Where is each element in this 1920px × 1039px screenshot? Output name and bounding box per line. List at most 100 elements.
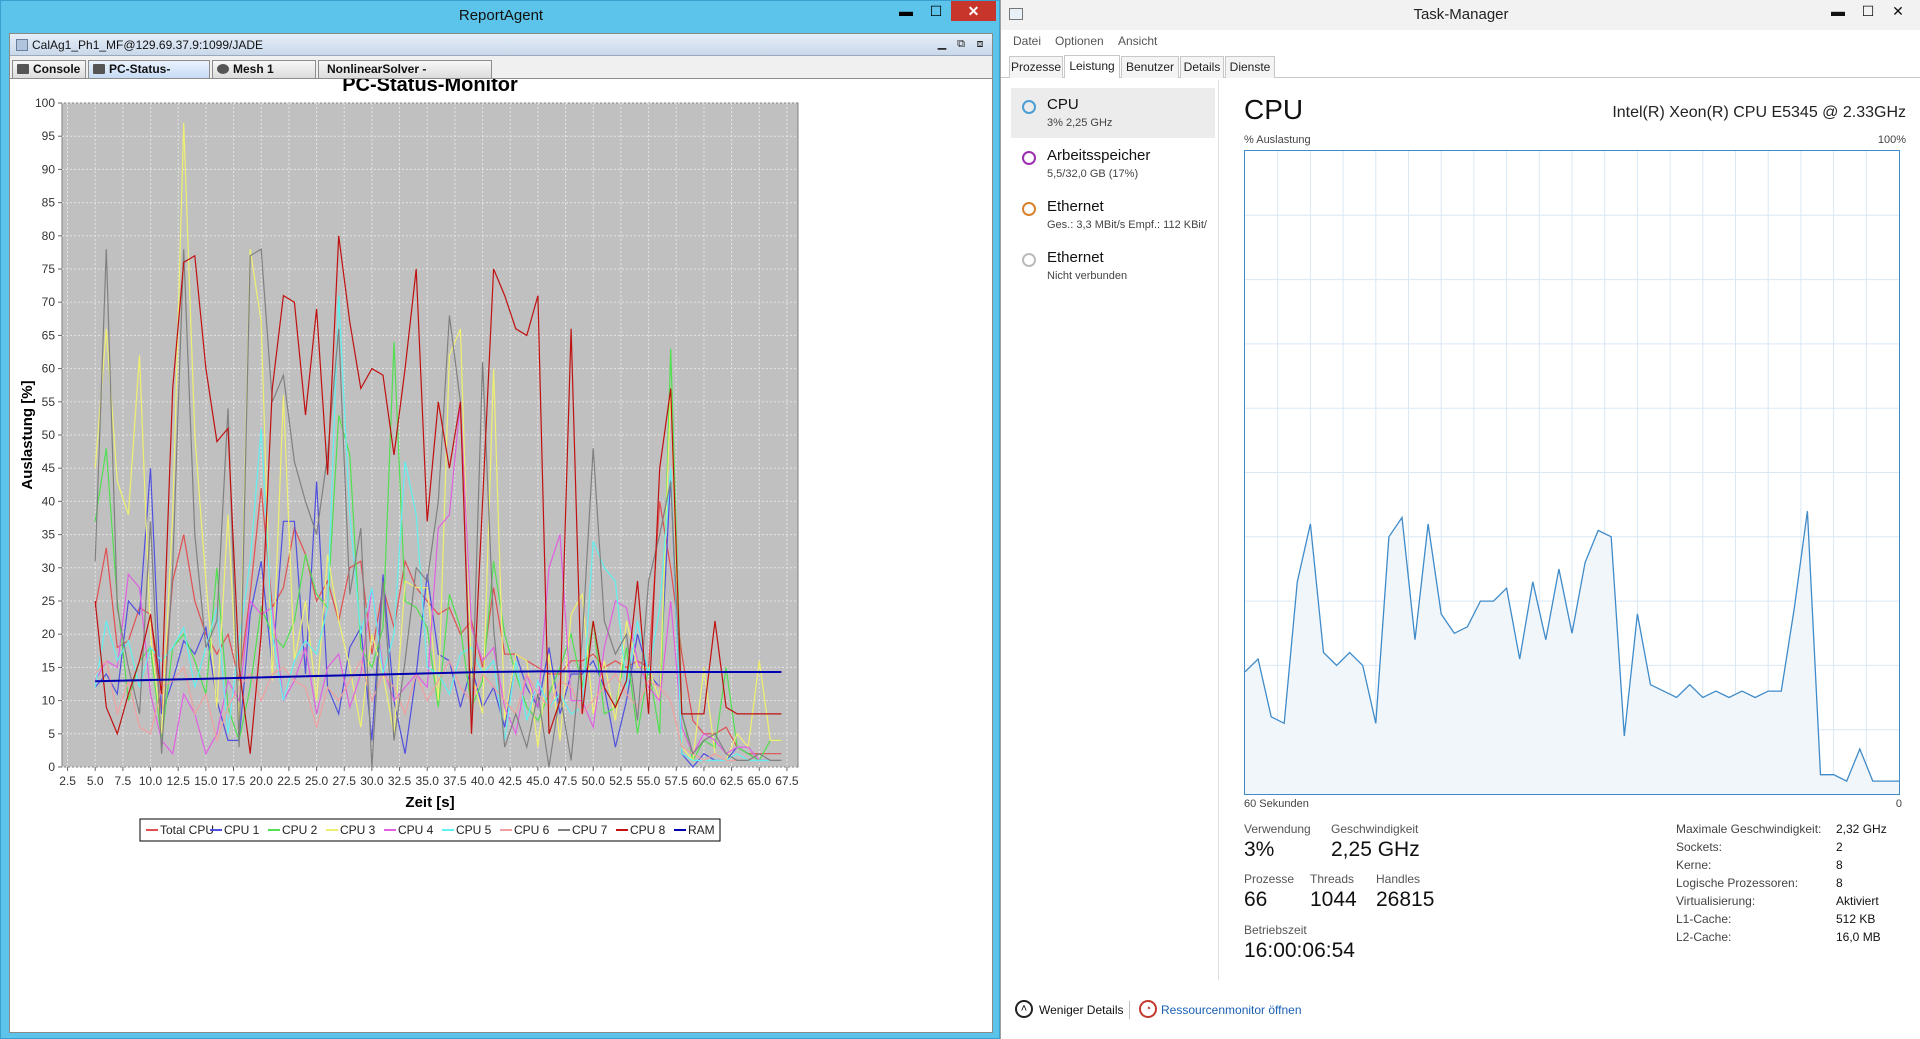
resource-name: Ethernet <box>1047 249 1104 266</box>
close-button[interactable]: ✕ <box>1892 3 1904 19</box>
tab-leistung[interactable]: Leistung <box>1064 55 1120 78</box>
handles-value: 26815 <box>1376 888 1435 911</box>
maximize-button[interactable]: ☐ <box>929 3 943 19</box>
restore-frame-icon[interactable]: ⧉ <box>957 38 965 50</box>
memory-ring-icon <box>1022 151 1036 165</box>
detach-frame-icon[interactable]: ⧈ <box>976 38 984 50</box>
internal-frame-titlebar: CalAg1_Ph1_MF@129.69.37.9:1099/JADE ▁ ⧉ … <box>10 34 992 56</box>
y-tick-label: 50 <box>42 428 56 442</box>
legend-label: CPU 1 <box>224 823 260 837</box>
tab-mesh[interactable]: Mesh 1 (mesh1) <box>212 60 316 93</box>
monitor-icon <box>93 64 105 74</box>
detail-value: 16,0 MB <box>1836 930 1881 944</box>
pc-status-chart: PC-Status-Monitor 0 5 10 15 20 25 30 35 40 45 50 55 6… <box>19 79 799 842</box>
detail-value: 8 <box>1836 876 1843 890</box>
menu-ansicht[interactable]: Ansicht <box>1118 34 1158 48</box>
x-tick-label: 5.0 <box>87 774 104 788</box>
cpu-graph <box>1244 150 1900 795</box>
cpu-panel: CPU Intel(R) Xeon(R) CPU E5345 @ 2.33GHz… <box>1236 80 1906 980</box>
y-tick-label: 90 <box>42 162 56 176</box>
tab-benutzer[interactable]: Benutzer <box>1121 56 1179 78</box>
threads-label: Threads <box>1310 872 1355 886</box>
detail-key: Maximale Geschwindigkeit: <box>1676 822 1822 836</box>
legend-label: CPU 2 <box>282 823 318 837</box>
y-tick-label: 55 <box>42 395 56 409</box>
resource-detail: 5,5/32,0 GB (17%) <box>1047 168 1139 180</box>
geschwindigkeit-label: Geschwindigkeit <box>1331 822 1419 836</box>
y-tick-label: 30 <box>42 561 56 575</box>
x-tick-label: 60.0 <box>692 774 716 788</box>
tab-bar: Prozesse Leistung Benutzer Details Diens… <box>1001 54 1920 78</box>
menu-optionen[interactable]: Optionen <box>1055 34 1104 48</box>
task-manager-icon <box>1009 8 1023 20</box>
ethernet-ring-icon <box>1022 202 1036 216</box>
x-axis-label: Zeit [s] <box>405 794 454 811</box>
resource-memory[interactable]: Arbeitsspeicher 5,5/32,0 GB (17%) <box>1011 139 1215 189</box>
x-tick-label: 35.0 <box>416 774 440 788</box>
x-tick-label: 7.5 <box>115 774 132 788</box>
y-tick-label: 100 <box>35 96 55 110</box>
y-tick-label: 25 <box>42 594 56 608</box>
series-line-cpu-6 <box>94 659 782 762</box>
titlebar: Task-Manager ▬ ☐ ✕ <box>1001 0 1920 30</box>
resource-ethernet-1[interactable]: Ethernet Ges.: 3,3 MBit/s Empf.: 112 KBi… <box>1011 190 1215 240</box>
x-tick-label: 47.5 <box>554 774 578 788</box>
handles-label: Handles <box>1376 872 1421 886</box>
menu-datei[interactable]: Datei <box>1013 34 1042 48</box>
internal-frame-title: CalAg1_Ph1_MF@129.69.37.9:1099/JADE <box>32 38 263 52</box>
x-tick-label: 65.0 <box>748 774 772 788</box>
resource-list: CPU 3% 2,25 GHz Arbeitsspeicher 5,5/32,0… <box>1001 80 1219 980</box>
minimize-frame-icon[interactable]: ▁ <box>937 38 947 50</box>
y-tick-label: 10 <box>42 694 56 708</box>
detail-key: Virtualisierung: <box>1676 894 1756 908</box>
y-tick-label: 5 <box>48 727 55 741</box>
maximize-button[interactable]: ☐ <box>1861 3 1875 19</box>
menu-bar: Datei Optionen Ansicht <box>1001 30 1920 52</box>
tab-prozesse[interactable]: Prozesse <box>1009 56 1063 78</box>
chevron-up-icon[interactable]: ˄ <box>1015 1000 1033 1018</box>
x-tick-label: 55.0 <box>637 774 661 788</box>
y-axis-label: Auslastung [%] <box>19 380 36 489</box>
resource-name: Arbeitsspeicher <box>1047 147 1151 164</box>
close-button[interactable]: ✕ <box>951 1 996 21</box>
threads-value: 1044 <box>1310 888 1357 911</box>
tab-pc-status-monitor[interactable]: PC-Status-Monitor <box>88 60 210 93</box>
x-tick-label: 50.0 <box>582 774 606 788</box>
resource-detail: Nicht verbunden <box>1047 270 1128 282</box>
minimize-button[interactable]: ▬ <box>899 3 913 19</box>
y-tick-label: 85 <box>42 196 56 210</box>
tab-nonlinear-solver[interactable]: NonlinearSolver - Konvergenzplot <box>318 60 492 93</box>
series-line-cpu-3 <box>94 122 782 762</box>
resource-ethernet-2[interactable]: Ethernet Nicht verbunden <box>1011 241 1215 291</box>
x-tick-label: 12.5 <box>167 774 191 788</box>
detail-key: Logische Prozessoren: <box>1676 876 1799 890</box>
detail-key: Sockets: <box>1676 840 1723 854</box>
tab-dienste[interactable]: Dienste <box>1225 56 1275 78</box>
x-tick-label: 62.5 <box>720 774 744 788</box>
y-tick-label: 70 <box>42 295 56 309</box>
x-tick-label: 20.0 <box>250 774 274 788</box>
x-tick-label: 52.5 <box>609 774 633 788</box>
x-tick-label: 2.5 <box>59 774 76 788</box>
minimize-button[interactable]: ▬ <box>1831 3 1845 19</box>
geschwindigkeit-value: 2,25 GHz <box>1331 838 1420 861</box>
y-tick-label: 40 <box>42 494 56 508</box>
resource-name: CPU <box>1047 96 1079 113</box>
less-details-link[interactable]: Weniger Details <box>1039 1003 1124 1017</box>
x-tick-label: 25.0 <box>305 774 329 788</box>
utilization-max: 100% <box>1877 134 1906 146</box>
y-tick-label: 95 <box>42 129 56 143</box>
resource-monitor-link[interactable]: Ressourcenmonitor öffnen <box>1161 1003 1302 1017</box>
betriebszeit-value: 16:00:06:54 <box>1244 939 1355 962</box>
time-end-label: 0 <box>1895 798 1902 810</box>
tab-console[interactable]: Console <box>12 60 86 78</box>
y-tick-label: 65 <box>42 328 56 342</box>
betriebszeit-label: Betriebszeit <box>1244 923 1307 937</box>
chart-title: PC-Status-Monitor <box>342 79 518 96</box>
resource-cpu[interactable]: CPU 3% 2,25 GHz <box>1011 88 1215 138</box>
window-title: Task-Manager <box>1413 6 1509 23</box>
x-tick-label: 22.5 <box>277 774 301 788</box>
tab-details[interactable]: Details <box>1180 56 1224 78</box>
chart-panel: PC-Status-Monitor 0 5 10 15 20 25 30 35 40 45 50 55 6… <box>10 78 992 1032</box>
verwendung-value: 3% <box>1244 838 1275 861</box>
